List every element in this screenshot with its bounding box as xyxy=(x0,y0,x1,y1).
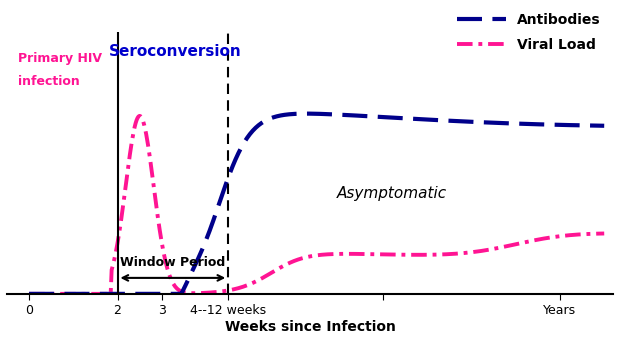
Text: Seroconversion: Seroconversion xyxy=(108,44,241,59)
Legend: Antibodies, Viral Load: Antibodies, Viral Load xyxy=(451,7,606,57)
Text: Asymptomatic: Asymptomatic xyxy=(337,186,447,201)
Text: infection: infection xyxy=(18,75,80,88)
Text: Primary HIV: Primary HIV xyxy=(18,52,102,65)
X-axis label: Weeks since Infection: Weeks since Infection xyxy=(224,320,396,334)
Text: Window Period: Window Period xyxy=(120,256,226,269)
